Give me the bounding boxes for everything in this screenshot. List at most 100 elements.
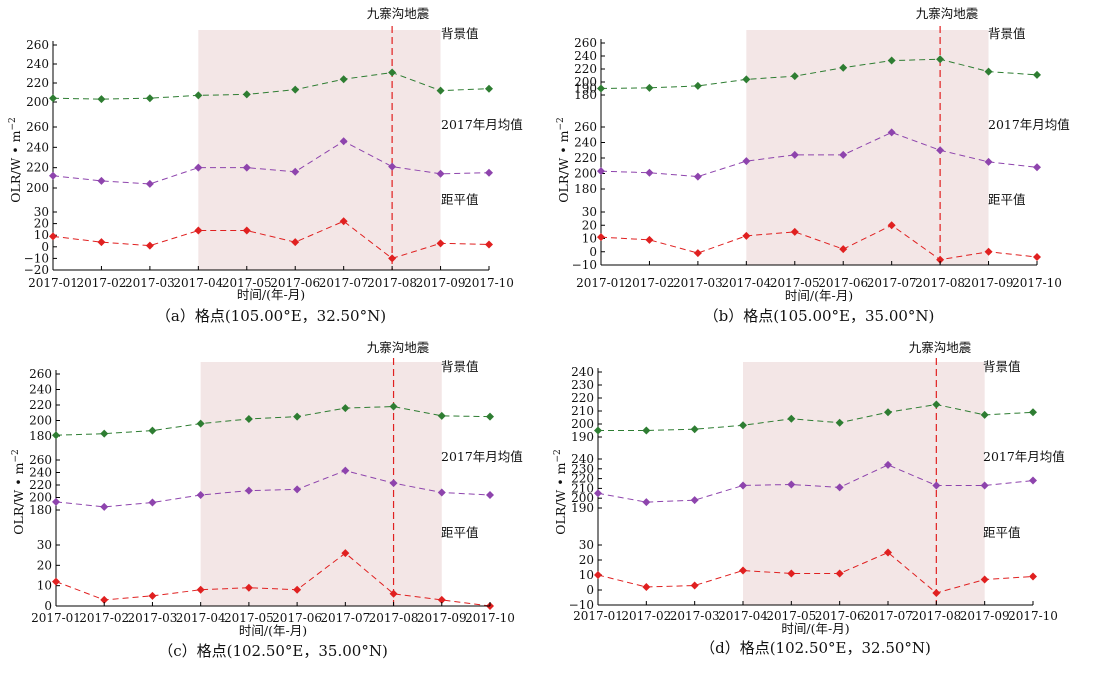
data-point	[787, 480, 796, 489]
y-tick-label: 230	[571, 378, 594, 392]
x-tick-label: 2017-06	[270, 276, 320, 290]
data-point	[52, 577, 60, 586]
x-axis-label: 时间/(年-月)	[781, 621, 849, 636]
shaded-period	[200, 362, 442, 606]
data-point	[437, 595, 446, 604]
y-tick-label: 180	[29, 503, 52, 517]
y-tick-label: 190	[571, 430, 594, 444]
y-tick-label: 240	[574, 49, 597, 63]
data-point	[739, 481, 747, 490]
data-point	[196, 491, 205, 499]
y-tick-label: 210	[571, 404, 594, 418]
y-tick-label: 190	[571, 501, 594, 515]
x-tick-label: 2017-10	[1008, 609, 1058, 623]
x-tick-label: 2017-09	[416, 276, 466, 290]
x-tick-label: 2017-09	[417, 611, 467, 625]
y-tick-label: 180	[574, 182, 597, 196]
data-point	[244, 486, 253, 495]
x-tick-label: 2017-07	[319, 276, 369, 290]
y-tick-label: 260	[26, 120, 49, 134]
data-point	[436, 86, 445, 95]
y-tick-label: 260	[574, 36, 597, 50]
y-tick-label: 0	[44, 599, 52, 613]
y-tick-label: 260	[29, 453, 52, 467]
series-line	[600, 131, 1038, 178]
y-tick-label: 240	[574, 136, 597, 150]
data-point	[835, 483, 844, 492]
data-point	[936, 55, 945, 64]
x-tick-label: 2017-05	[770, 276, 820, 290]
y-tick-label: 220	[574, 151, 597, 165]
data-point	[984, 247, 993, 256]
x-tick-label: 2017-05	[766, 609, 816, 623]
y-tick-label: 10	[579, 568, 594, 582]
x-tick-label: 2017-01	[573, 609, 623, 623]
y-tick-label: 30	[37, 538, 52, 552]
y-axis-label: OLR/W • m−2	[8, 117, 23, 202]
y-tick-label: 260	[29, 367, 52, 381]
y-tick-label: 220	[571, 472, 594, 486]
data-point	[194, 226, 203, 235]
data-point	[790, 72, 799, 81]
y-tick-label: −10	[24, 251, 49, 265]
x-tick-label: 2017-06	[818, 276, 868, 290]
data-point	[436, 169, 445, 178]
data-point	[742, 75, 751, 84]
y-tick-label: 220	[29, 398, 52, 412]
panel-caption: （d）格点(102.50°E，32.50°N)	[700, 639, 931, 657]
y-tick-label: 20	[582, 218, 597, 232]
data-point	[339, 217, 348, 226]
x-tick-label: 2017-01	[31, 611, 81, 625]
x-tick-label: 2017-03	[128, 611, 178, 625]
series-label-anomaly: 距平值	[441, 192, 479, 207]
panel-b: 九寨沟地震180190200220240260背景值18020022024026…	[556, 6, 1070, 325]
data-point	[341, 404, 350, 413]
data-point	[148, 498, 157, 507]
data-point	[293, 585, 302, 594]
x-tick-label: 2017-04	[721, 276, 771, 290]
data-point	[341, 466, 350, 475]
data-point	[293, 485, 302, 494]
data-point	[693, 249, 702, 258]
data-point	[485, 168, 493, 177]
data-point	[932, 400, 941, 409]
y-tick-label: −20	[24, 263, 49, 277]
series-line	[600, 224, 1038, 261]
data-point	[100, 429, 109, 438]
data-point	[690, 581, 699, 590]
event-label: 九寨沟地震	[916, 6, 979, 21]
y-tick-label: 210	[571, 481, 594, 495]
data-point	[437, 488, 446, 497]
data-point	[787, 569, 796, 578]
data-point	[437, 411, 446, 420]
y-tick-label: 30	[582, 205, 597, 219]
data-point	[887, 56, 896, 65]
series-line	[52, 140, 490, 185]
data-point	[389, 589, 398, 598]
data-point	[145, 241, 154, 250]
y-tick-label: 200	[29, 414, 52, 428]
data-point	[693, 172, 702, 181]
x-tick-label: 2017-10	[465, 611, 515, 625]
x-tick-label: 2017-03	[125, 276, 175, 290]
data-point	[690, 496, 699, 505]
series-label-background: 背景值	[441, 26, 479, 41]
series-label-anomaly: 距平值	[983, 525, 1021, 540]
x-tick-label: 2017-08	[915, 276, 965, 290]
y-axis-label: OLR/W • m−2	[553, 449, 568, 534]
series-line	[55, 470, 491, 508]
data-point	[49, 171, 57, 180]
data-point	[835, 569, 844, 578]
data-point	[242, 226, 251, 235]
y-tick-label: 0	[589, 245, 597, 259]
data-point	[1029, 572, 1037, 581]
x-tick-label: 2017-04	[718, 609, 768, 623]
data-point	[291, 167, 300, 176]
x-tick-label: 2017-10	[1012, 276, 1062, 290]
data-point	[790, 227, 799, 236]
y-tick-label: 200	[26, 95, 49, 109]
data-point	[984, 67, 993, 76]
